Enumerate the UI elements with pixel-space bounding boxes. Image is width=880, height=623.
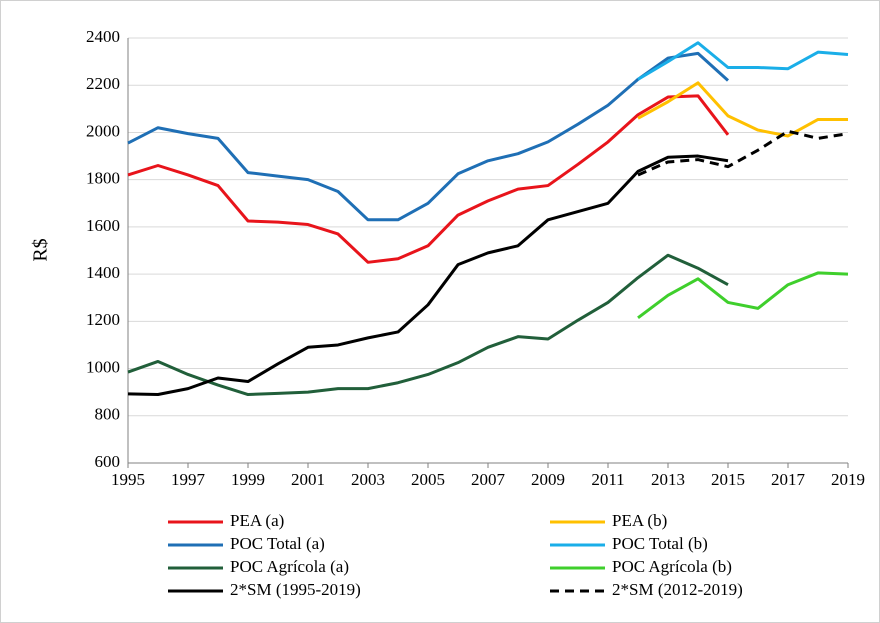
x-tick-label: 2007	[471, 470, 506, 489]
legend-label: POC Total (a)	[230, 534, 325, 553]
series-line	[127, 253, 729, 397]
x-tick-label: 1999	[231, 470, 265, 489]
y-tick-label: 600	[95, 452, 121, 471]
y-tick-label: 800	[95, 405, 121, 424]
series-line	[637, 271, 849, 319]
y-tick-label: 2200	[86, 74, 120, 93]
y-tick-label: 1000	[86, 357, 120, 376]
series-line	[637, 129, 849, 177]
x-tick-label: 1995	[111, 470, 145, 489]
y-tick-label: 1600	[86, 216, 120, 235]
series-line	[127, 51, 730, 222]
series-line	[127, 94, 730, 264]
x-tick-label: 2003	[351, 470, 385, 489]
series-line	[127, 154, 729, 397]
x-tick-label: 2013	[651, 470, 685, 489]
x-tick-label: 2009	[531, 470, 565, 489]
x-tick-label: 2005	[411, 470, 445, 489]
series-line	[637, 41, 849, 81]
legend-label: PEA (a)	[230, 511, 284, 530]
y-tick-label: 1200	[86, 310, 120, 329]
x-tick-label: 1997	[171, 470, 206, 489]
y-tick-label: 1400	[86, 263, 120, 282]
legend-label: POC Total (b)	[612, 534, 708, 553]
y-axis-label: R$	[30, 238, 52, 261]
legend-label: 2*SM (2012-2019)	[612, 580, 743, 599]
x-tick-label: 2011	[591, 470, 624, 489]
legend-label: PEA (b)	[612, 511, 667, 530]
legend-label: 2*SM (1995-2019)	[230, 580, 361, 599]
y-tick-label: 2000	[86, 121, 120, 140]
legend-label: POC Agrícola (b)	[612, 557, 732, 576]
series-line	[637, 81, 848, 138]
x-tick-label: 2001	[291, 470, 325, 489]
legend-label: POC Agrícola (a)	[230, 557, 349, 576]
x-tick-label: 2015	[711, 470, 745, 489]
y-tick-label: 1800	[86, 169, 120, 188]
x-tick-label: 2019	[831, 470, 865, 489]
y-tick-label: 2400	[86, 27, 120, 46]
x-tick-label: 2017	[771, 470, 806, 489]
